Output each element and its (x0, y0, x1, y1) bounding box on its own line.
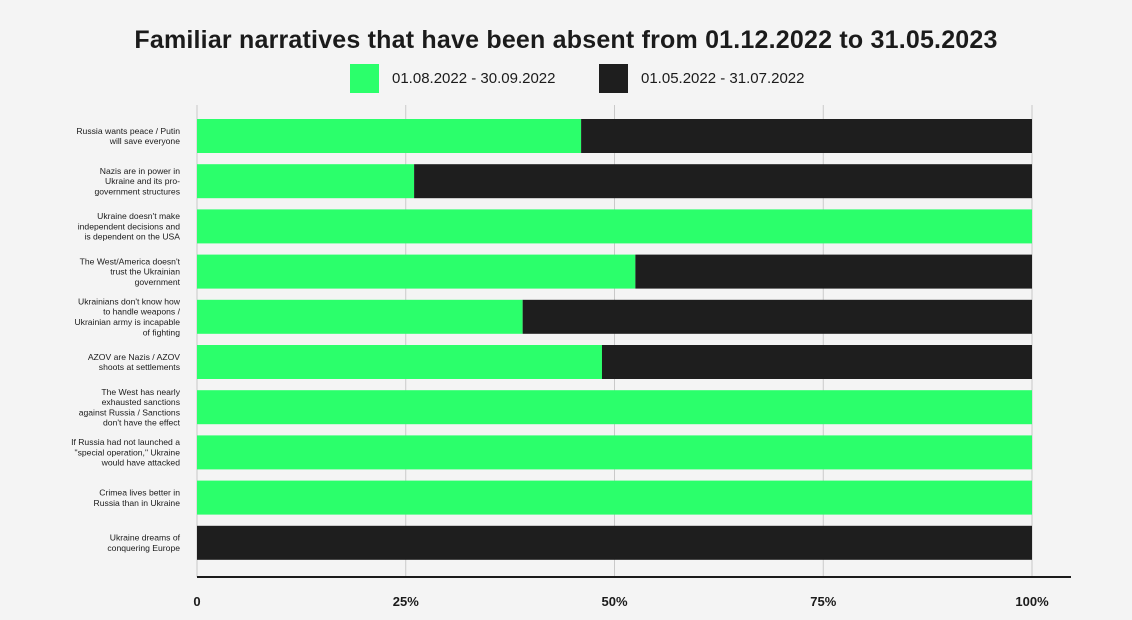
x-tick-label-1: 25% (393, 594, 419, 609)
category-label-5: Ukrainians don't know how to handle weapo… (74, 296, 180, 337)
bar-1-row-1 (197, 119, 582, 153)
bar-1-row-3 (197, 209, 1032, 244)
category-label-1: Russia wants peace / Putin will save ever… (76, 126, 180, 146)
bar-1-row-2 (197, 164, 415, 199)
category-label-2: Nazis are in power in Ukraine and its pro… (95, 166, 181, 197)
legend: 01.08.2022 - 30.09.2022 01.05.2022 - 31.… (0, 64, 1132, 94)
bar-1-row-7 (197, 390, 1032, 425)
chart-title: Familiar narratives that have been absen… (134, 26, 998, 54)
category-label-10: Ukraine dreams of conquering Europe (107, 533, 180, 553)
bar-2-row-2 (414, 164, 1033, 199)
x-tick-label-2: 50% (601, 594, 627, 609)
bar-1-row-8 (197, 435, 1032, 470)
legend-swatch-series-1 (350, 64, 379, 93)
category-label-6: AZOV are Nazis / AZOV shoots at settlemen… (88, 352, 180, 372)
category-label-3: Ukraine doesn't make independent decision… (78, 211, 181, 242)
legend-label-series-2: 01.05.2022 - 31.07.2022 (641, 70, 805, 87)
category-label-7: The West has nearly exhausted sanctions ag… (79, 387, 181, 428)
category-label-4: The West/America doesn't trust the Ukrain… (80, 256, 181, 287)
bar-2-row-10 (197, 525, 1032, 560)
category-label-9: Crimea lives better in Russia than in Ukr… (94, 487, 181, 507)
legend-swatch-series-2 (599, 64, 628, 93)
bar-2-row-1 (581, 119, 1032, 153)
bar-1-row-5 (197, 299, 523, 334)
bar-2-row-4 (635, 254, 1032, 289)
bar-1-row-6 (197, 345, 602, 379)
category-label-8: If Russia had not launched a "special ope… (71, 437, 180, 468)
legend-label-series-1: 01.08.2022 - 30.09.2022 (392, 70, 556, 87)
bar-2-row-5 (522, 299, 1032, 334)
x-tick-label-4: 100% (1015, 594, 1049, 609)
x-tick-label-0: 0 (193, 594, 200, 609)
bar-1-row-4 (197, 254, 636, 289)
bar-1-row-9 (197, 480, 1032, 515)
bar-2-row-6 (601, 345, 1032, 379)
x-tick-label-3: 75% (810, 594, 836, 609)
